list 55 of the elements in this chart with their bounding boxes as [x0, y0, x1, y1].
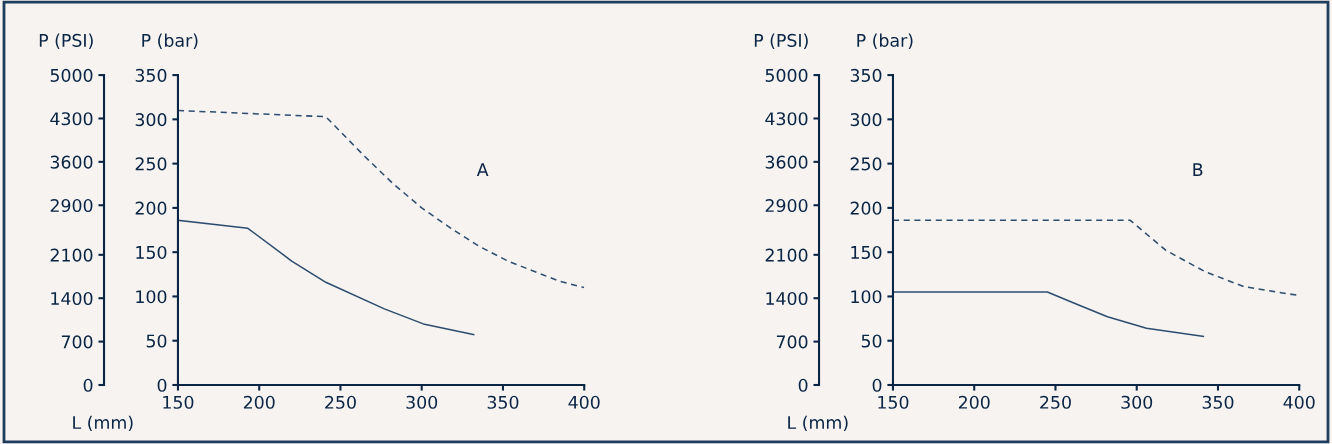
y2-axis-title: P (PSI) — [754, 33, 808, 49]
y2-tick-label: 5000 — [50, 68, 93, 82]
x-tick-label: 200 — [958, 395, 990, 409]
y2-tick-label: 3600 — [765, 155, 808, 169]
annotation: B — [1193, 163, 1203, 176]
y-tick-label: 50 — [146, 334, 167, 348]
y-tick-label: 300 — [850, 113, 882, 127]
y-tick-label: 200 — [135, 201, 167, 215]
y2-tick-label: 2900 — [50, 198, 93, 213]
y-tick-label: 250 — [135, 157, 167, 171]
x-axis-title: L (mm) — [73, 415, 133, 432]
y2-tick-label: 700 — [776, 335, 808, 349]
y-tick-label: 150 — [851, 245, 882, 260]
x-tick-label: 250 — [325, 395, 356, 409]
y-tick-label: 350 — [850, 68, 882, 82]
y-tick-label: 200 — [850, 201, 882, 215]
y-tick-label: 100 — [851, 290, 882, 304]
y2-tick-label: 5000 — [765, 68, 808, 82]
annotation: A — [476, 163, 489, 176]
x-tick-label: 150 — [163, 395, 194, 409]
y-tick-label: 50 — [861, 334, 882, 348]
x-tick-label: 150 — [878, 395, 909, 409]
y2-tick-label: 2900 — [765, 198, 808, 213]
x-tick-label: 250 — [1040, 395, 1071, 409]
x-tick-label: 350 — [487, 395, 519, 409]
line-series — [177, 219, 475, 336]
y-tick-label: 100 — [136, 290, 167, 304]
x-tick-label: 400 — [1283, 395, 1315, 409]
y-tick-label: 300 — [135, 113, 167, 127]
y-tick-label: 150 — [136, 245, 167, 260]
y2-tick-label: 4300 — [765, 112, 808, 126]
y-tick-label: 0 — [872, 378, 882, 392]
y2-tick-label: 0 — [83, 378, 93, 392]
y-tick-label: 0 — [157, 378, 167, 392]
x-tick-label: 300 — [1121, 395, 1153, 409]
x-tick-label: 300 — [406, 395, 438, 409]
x-tick-label: 200 — [243, 395, 275, 409]
y-tick-label: 350 — [135, 68, 167, 82]
y-axis-title: P (bar) — [142, 33, 198, 49]
y2-tick-label: 1400 — [766, 291, 808, 306]
line-series — [892, 291, 1205, 338]
y2-tick-label: 700 — [61, 335, 93, 349]
x-axis-title: L (mm) — [788, 415, 848, 432]
y2-tick-label: 2100 — [50, 248, 93, 262]
x-tick-label: 400 — [568, 395, 600, 409]
y2-tick-label: 0 — [798, 378, 808, 392]
y2-tick-label: 1400 — [51, 291, 93, 306]
y2-tick-label: 3600 — [50, 155, 93, 169]
y-axis-title: P (bar) — [857, 33, 913, 49]
y-tick-label: 250 — [850, 157, 882, 171]
y2-axis-title: P (PSI) — [39, 33, 93, 49]
y2-tick-label: 2100 — [765, 248, 808, 262]
y2-tick-label: 4300 — [50, 112, 93, 126]
x-tick-label: 350 — [1202, 395, 1234, 409]
line-series — [177, 109, 585, 289]
